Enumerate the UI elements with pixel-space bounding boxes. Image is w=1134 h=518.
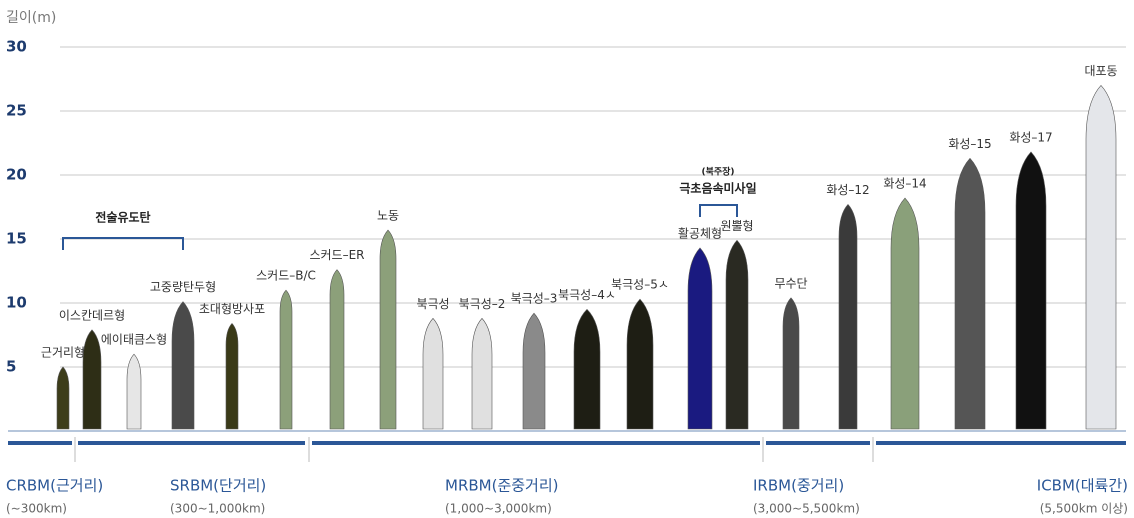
class-range: (3,000∼5,500km) [753,502,860,516]
missile-label: 원뿔형 [720,219,753,233]
missile [471,317,493,430]
missile [82,329,102,430]
missile [1085,84,1117,430]
missile [954,157,986,430]
y-tick-label: 20 [6,166,27,184]
missile-label: 화성–12 [826,183,869,197]
class-name: ICBM(대륙간) [1037,477,1128,495]
y-tick-label: 30 [6,38,27,56]
missile [422,317,444,430]
y-tick-label: 25 [6,102,27,120]
class-name: MRBM(준중거리) [445,477,559,495]
missile [626,298,654,430]
missile-label: 노동 [377,209,399,223]
missile [838,203,858,430]
missile-label: 북극성–4ㅅ [558,288,616,302]
class-name: IRBM(중거리) [753,477,844,495]
missile [329,269,345,430]
missile [225,323,239,430]
class-range: (1,000∼3,000km) [445,502,552,516]
group-note: (북주장) [701,166,734,178]
missile [890,197,920,430]
missile [126,353,142,430]
missile-label: 화성–15 [948,137,991,151]
missile [379,229,397,430]
missile [1015,151,1047,430]
missile-label: 초대형방사포 [199,302,265,316]
class-range: (5,500km 이상) [1040,502,1128,516]
missile [782,297,800,430]
missile [573,308,601,430]
class-range: (∼300km) [6,502,67,516]
group-bracket [699,204,738,217]
missile [725,239,749,430]
missile-label: 이스칸데르형 [59,308,125,322]
missile [279,289,293,430]
class-name: SRBM(단거리) [170,477,266,495]
missile-label: 북극성–2 [459,297,506,311]
missile [56,366,70,430]
missile [522,312,546,430]
missile-label: 에이태큼스형 [101,333,167,347]
missile-label: 대포동 [1084,64,1117,78]
y-tick-label: 10 [6,294,27,312]
missile-label: 화성–14 [883,177,926,191]
missile-label: 스커드–B/C [256,269,316,283]
missile [171,301,195,430]
y-tick-label: 15 [6,230,27,248]
class-name: CRBM(근거리) [6,477,103,495]
group-label: 극초음속미사일 [679,181,756,196]
missile-label: 고중량탄두형 [150,280,216,294]
missile-label: 활공체형 [678,226,722,240]
missile-label: 근거리형 [41,346,85,360]
group-bracket [62,237,184,250]
missile-label: 스커드–ER [309,248,364,262]
y-axis-label: 길이(m) [6,10,56,26]
missile-label: 화성–17 [1009,130,1052,144]
y-tick-label: 5 [6,358,16,376]
group-label: 전술유도탄 [95,210,150,225]
missile-label: 무수단 [774,276,807,290]
class-range: (300∼1,000km) [170,502,265,516]
missile [687,247,713,430]
missile-label: 북극성 [416,297,449,311]
missile-label: 북극성–5ㅅ [611,278,669,292]
missile-label: 북극성–3 [511,292,558,306]
